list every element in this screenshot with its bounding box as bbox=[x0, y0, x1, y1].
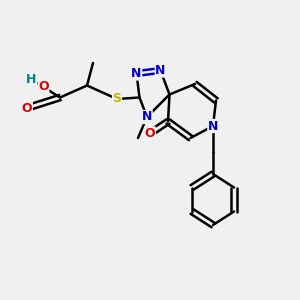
Text: N: N bbox=[131, 67, 142, 80]
Text: N: N bbox=[155, 64, 166, 77]
Text: N: N bbox=[208, 119, 218, 133]
Text: O: O bbox=[145, 127, 155, 140]
Text: O: O bbox=[38, 80, 49, 94]
Text: O: O bbox=[22, 101, 32, 115]
Text: S: S bbox=[112, 92, 122, 106]
Text: H: H bbox=[26, 73, 37, 86]
Text: N: N bbox=[142, 110, 152, 124]
